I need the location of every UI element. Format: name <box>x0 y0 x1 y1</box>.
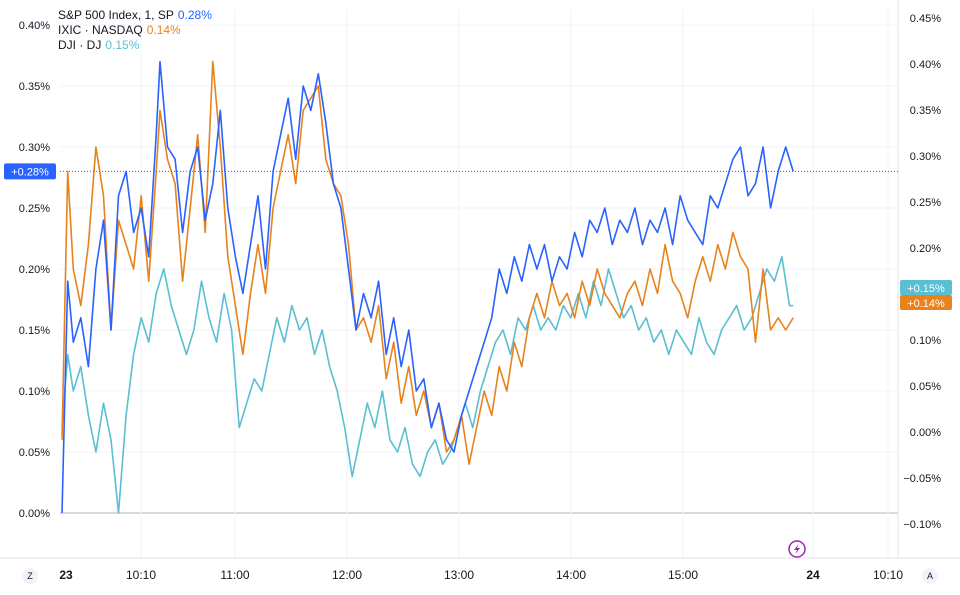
y-tick-label-left: 0.05% <box>19 447 50 459</box>
y-tick-label-right: 0.25% <box>910 197 941 209</box>
y-tick-label-left: 0.00% <box>19 508 50 520</box>
y-tick-label-left: 0.30% <box>19 142 50 154</box>
y-tick-label-right: 0.35% <box>910 105 941 117</box>
legend-item-sp500[interactable]: S&P 500 Index, 1, SP 0.28% <box>58 8 212 23</box>
series-line-nasdaq <box>61 60 794 465</box>
x-tick-label: 24 <box>806 568 820 582</box>
y-tick-label-left: 0.20% <box>19 264 50 276</box>
legend-item-nasdaq[interactable]: IXIC · NASDAQ 0.14% <box>58 23 212 38</box>
badge-right-label[interactable]: +0.15% <box>907 283 945 295</box>
series-line-dji <box>61 256 794 514</box>
series-layer <box>60 60 898 514</box>
legend-item-dji[interactable]: DJI · DJ 0.15% <box>58 38 212 53</box>
legend-item-value: 0.14% <box>146 23 181 37</box>
x-tick-label: 12:00 <box>332 568 362 582</box>
legend-item-value: 0.15% <box>105 38 140 52</box>
badge-left-bg[interactable] <box>4 163 56 180</box>
x-tick-label: 10:10 <box>126 568 156 582</box>
y-tick-label-right: −0.05% <box>903 473 941 485</box>
y-tick-label-left: 0.40% <box>19 20 50 32</box>
y-tick-label-right: 0.00% <box>910 427 941 439</box>
y-tick-label-right: 0.10% <box>910 335 941 347</box>
flash-icon[interactable] <box>788 540 806 558</box>
scale-z-button[interactable]: Z <box>22 568 38 584</box>
y-tick-label-right: 0.45% <box>910 13 941 25</box>
y-tick-label-right: −0.10% <box>903 519 941 531</box>
chart-legend: S&P 500 Index, 1, SP 0.28% IXIC · NASDAQ 0… <box>58 8 212 53</box>
y-tick-label-left: 0.10% <box>19 386 50 398</box>
x-tick-label: 10:10 <box>873 568 903 582</box>
legend-item-value: 0.28% <box>177 8 212 22</box>
series-line-sp500 <box>61 60 794 514</box>
x-tick-label: 15:00 <box>668 568 698 582</box>
y-tick-label-left: 0.15% <box>19 325 50 337</box>
badge-left-label[interactable]: +0.28% <box>11 166 49 178</box>
legend-item-label: S&P 500 Index, 1, SP <box>58 8 174 22</box>
axis-layer: 0.40% 0.35% 0.30% 0.25% 0.20% 0.15% 0.10% 0.05%… <box>19 13 941 582</box>
y-tick-label-left: 0.25% <box>19 203 50 215</box>
y-tick-label-right: 0.30% <box>910 151 941 163</box>
y-tick-label-right: 0.20% <box>910 243 941 255</box>
y-tick-label-right: 0.40% <box>910 59 941 71</box>
grid-layer <box>0 0 960 559</box>
x-tick-label: 14:00 <box>556 568 586 582</box>
y-tick-label-left: 0.35% <box>19 81 50 93</box>
x-tick-label: 23 <box>59 568 73 582</box>
badge-right-label[interactable]: +0.14% <box>907 298 945 310</box>
y-tick-label-right: 0.05% <box>910 381 941 393</box>
legend-item-label: DJI · DJ <box>58 38 102 52</box>
badge-right-bg[interactable] <box>900 280 952 295</box>
badge-right-bg[interactable] <box>900 295 952 310</box>
badge-layer: +0.28% +0.15% +0.14% <box>4 163 952 310</box>
x-tick-label: 11:00 <box>220 568 249 582</box>
scale-auto-button[interactable]: A <box>922 568 938 584</box>
x-tick-label: 13:00 <box>444 568 474 582</box>
legend-item-label: IXIC · NASDAQ <box>58 23 143 37</box>
